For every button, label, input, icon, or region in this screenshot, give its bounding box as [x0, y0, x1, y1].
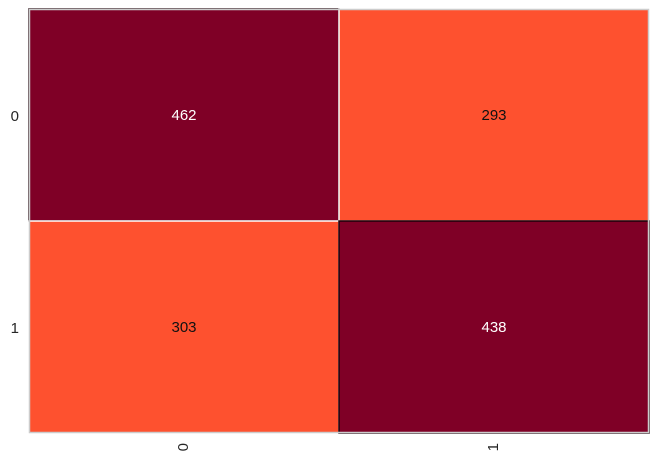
cell-value-label-r0-c0: 462 — [171, 107, 196, 124]
cell-value-label-r1-c0: 303 — [171, 319, 196, 336]
x-tick-label-0: 0 — [175, 443, 192, 451]
y-tick-label-0: 0 — [11, 108, 19, 125]
heatmap-value-labels: 462 293 303 438 — [171, 107, 506, 336]
heatmap-cell-r1-c0 — [28, 220, 340, 434]
y-tick-label-1: 1 — [11, 320, 19, 337]
heatmap-cell-r1-c1 — [338, 220, 650, 434]
cell-value-label-r0-c1: 293 — [481, 107, 506, 124]
heatmap-cell-r0-c0 — [28, 8, 340, 222]
x-tick-label-1: 1 — [485, 443, 502, 451]
heatmap-cell-r0-c1 — [338, 8, 650, 222]
plot-frame — [28, 8, 650, 434]
cell-value-label-r1-c1: 438 — [481, 319, 506, 336]
heatmap-cells — [28, 8, 650, 434]
y-axis-ticks: 01 — [11, 108, 19, 337]
